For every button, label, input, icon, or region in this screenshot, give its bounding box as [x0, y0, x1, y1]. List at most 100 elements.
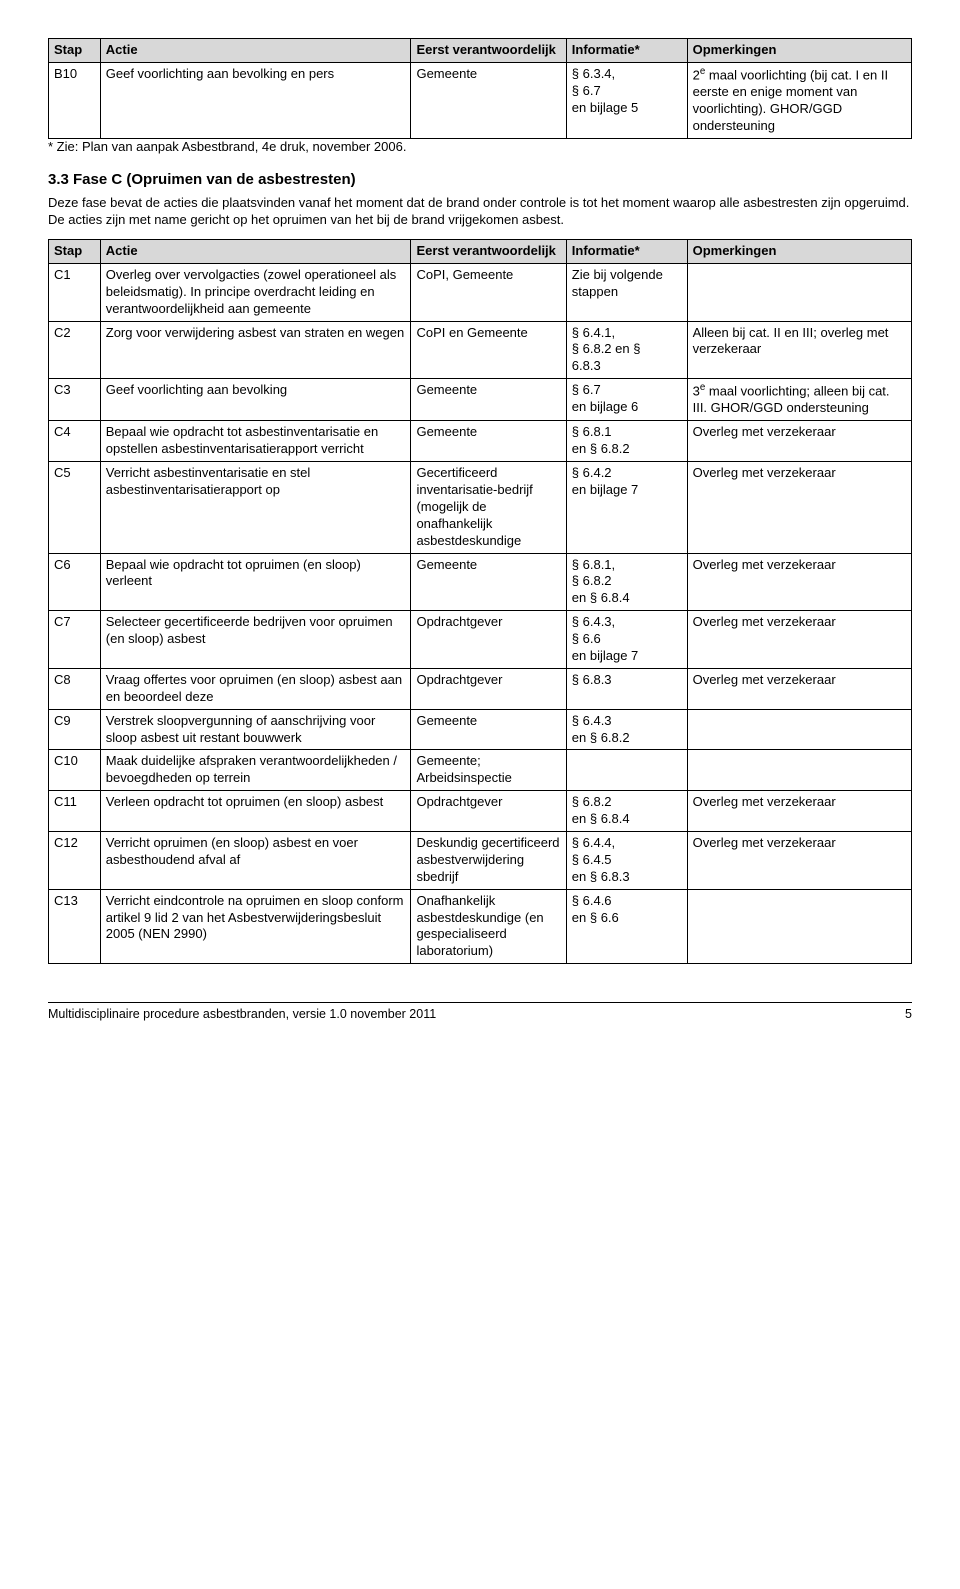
footer-text: Multidisciplinaire procedure asbestbrand… [48, 1006, 436, 1022]
col-header: Informatie* [566, 239, 687, 263]
table-row: C2Zorg voor verwijdering asbest van stra… [49, 321, 912, 379]
table-cell: 3e maal voorlichting; alleen bij cat. II… [687, 379, 911, 421]
table-cell: Verstrek sloopvergunning of aanschrijvin… [100, 709, 411, 750]
table-cell: Selecteer gecertificeerde bedrijven voor… [100, 611, 411, 669]
table-cell: § 6.8.1 en § 6.8.2 [566, 421, 687, 462]
table-cell: Overleg met verzekeraar [687, 832, 911, 890]
table-row: C1Overleg over vervolgacties (zowel oper… [49, 263, 912, 321]
table-cell: C10 [49, 750, 101, 791]
table-cell: C3 [49, 379, 101, 421]
table-cell [687, 750, 911, 791]
table-cell [687, 889, 911, 964]
table-cell: Verricht asbestinventarisatie en stel as… [100, 462, 411, 553]
table-cell: Overleg over vervolgacties (zowel operat… [100, 263, 411, 321]
table-cell: Zorg voor verwijdering asbest van strate… [100, 321, 411, 379]
table-cell: § 6.4.3 en § 6.8.2 [566, 709, 687, 750]
col-header: Eerst verantwoordelijk [411, 239, 566, 263]
table-b10: Stap Actie Eerst verantwoordelijk Inform… [48, 38, 912, 139]
table-row: C12Verricht opruimen (en sloop) asbest e… [49, 832, 912, 890]
table-row: C8Vraag offertes voor opruimen (en sloop… [49, 668, 912, 709]
table-row: C9Verstrek sloopvergunning of aanschrijv… [49, 709, 912, 750]
table-cell: § 6.4.1, § 6.8.2 en § 6.8.3 [566, 321, 687, 379]
col-header: Opmerkingen [687, 39, 911, 63]
table-cell: C13 [49, 889, 101, 964]
col-header: Stap [49, 239, 101, 263]
table-cell: § 6.4.6 en § 6.6 [566, 889, 687, 964]
section-paragraph: Deze fase bevat de acties die plaatsvind… [48, 195, 912, 229]
table-cell: § 6.4.4, § 6.4.5 en § 6.8.3 [566, 832, 687, 890]
table-cell: Vraag offertes voor opruimen (en sloop) … [100, 668, 411, 709]
table-cell: Gecertificeerd inventarisatie-bedrijf (m… [411, 462, 566, 553]
table-cell: Overleg met verzekeraar [687, 668, 911, 709]
table-cell: Opdrachtgever [411, 611, 566, 669]
table-row: C7Selecteer gecertificeerde bedrijven vo… [49, 611, 912, 669]
table-cell: Deskundig gecertificeerd asbestverwijder… [411, 832, 566, 890]
table-cell: C7 [49, 611, 101, 669]
col-header: Eerst verantwoordelijk [411, 39, 566, 63]
section-heading: 3.3 Fase C (Opruimen van de asbestresten… [48, 170, 912, 190]
table-cell: C2 [49, 321, 101, 379]
table-cell: Overleg met verzekeraar [687, 553, 911, 611]
col-header: Actie [100, 239, 411, 263]
table-cell: Gemeente; Arbeidsinspectie [411, 750, 566, 791]
table-cell: C4 [49, 421, 101, 462]
table-row: C13Verricht eindcontrole na opruimen en … [49, 889, 912, 964]
table-row: C4Bepaal wie opdracht tot asbestinventar… [49, 421, 912, 462]
col-header: Actie [100, 39, 411, 63]
table-cell: Gemeente [411, 379, 566, 421]
table-cell: Geef voorlichting aan bevolking [100, 379, 411, 421]
table-cell: Verleen opdracht tot opruimen (en sloop)… [100, 791, 411, 832]
table-cell: § 6.8.2 en § 6.8.4 [566, 791, 687, 832]
table-row: C10Maak duidelijke afspraken verantwoord… [49, 750, 912, 791]
table-cell [687, 263, 911, 321]
table-cell: Gemeente [411, 553, 566, 611]
table-cell: C8 [49, 668, 101, 709]
table-cell: Overleg met verzekeraar [687, 421, 911, 462]
table-fase-c: Stap Actie Eerst verantwoordelijk Inform… [48, 239, 912, 964]
table-row: Stap Actie Eerst verantwoordelijk Inform… [49, 239, 912, 263]
table-cell: Geef voorlichting aan bevolking en pers [100, 62, 411, 138]
page-footer: Multidisciplinaire procedure asbestbrand… [48, 1002, 912, 1022]
page-number: 5 [905, 1006, 912, 1022]
table-cell: § 6.4.2 en bijlage 7 [566, 462, 687, 553]
table-cell: CoPI en Gemeente [411, 321, 566, 379]
table-cell [687, 709, 911, 750]
table-cell: 2e maal voorlichting (bij cat. I en II e… [687, 62, 911, 138]
table-cell: Overleg met verzekeraar [687, 791, 911, 832]
table-row: C6Bepaal wie opdracht tot opruimen (en s… [49, 553, 912, 611]
table-cell: C5 [49, 462, 101, 553]
table-cell: C12 [49, 832, 101, 890]
table-cell: C6 [49, 553, 101, 611]
table-cell: § 6.3.4, § 6.7 en bijlage 5 [566, 62, 687, 138]
table-cell: B10 [49, 62, 101, 138]
table-cell: Zie bij volgende stappen [566, 263, 687, 321]
table-cell: Maak duidelijke afspraken verantwoordeli… [100, 750, 411, 791]
table-cell: Bepaal wie opdracht tot asbestinventaris… [100, 421, 411, 462]
table-row: Stap Actie Eerst verantwoordelijk Inform… [49, 39, 912, 63]
table-cell [566, 750, 687, 791]
table-cell: Onafhankelijk asbestdeskundige (en gespe… [411, 889, 566, 964]
table-cell: Gemeente [411, 421, 566, 462]
table-row: C11Verleen opdracht tot opruimen (en slo… [49, 791, 912, 832]
table-cell: Gemeente [411, 62, 566, 138]
table-cell: Bepaal wie opdracht tot opruimen (en slo… [100, 553, 411, 611]
table-cell: Overleg met verzekeraar [687, 462, 911, 553]
table-cell: § 6.8.3 [566, 668, 687, 709]
table-cell: Opdrachtgever [411, 791, 566, 832]
col-header: Stap [49, 39, 101, 63]
table-footnote: * Zie: Plan van aanpak Asbestbrand, 4e d… [48, 139, 912, 156]
table-cell: Verricht opruimen (en sloop) asbest en v… [100, 832, 411, 890]
table-cell: C9 [49, 709, 101, 750]
table-row: C3Geef voorlichting aan bevolkingGemeent… [49, 379, 912, 421]
table-cell: C11 [49, 791, 101, 832]
table-cell: Overleg met verzekeraar [687, 611, 911, 669]
table-row: C5Verricht asbestinventarisatie en stel … [49, 462, 912, 553]
table-cell: C1 [49, 263, 101, 321]
table-cell: Gemeente [411, 709, 566, 750]
table-cell: Opdrachtgever [411, 668, 566, 709]
table-row: B10Geef voorlichting aan bevolking en pe… [49, 62, 912, 138]
table-cell: Alleen bij cat. II en III; overleg met v… [687, 321, 911, 379]
table-cell: § 6.8.1, § 6.8.2 en § 6.8.4 [566, 553, 687, 611]
col-header: Opmerkingen [687, 239, 911, 263]
col-header: Informatie* [566, 39, 687, 63]
